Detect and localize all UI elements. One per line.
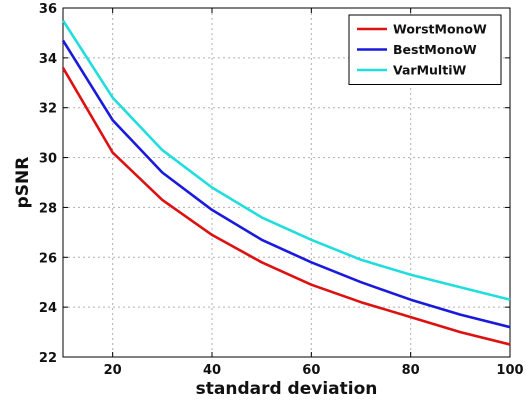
x-axis-label: standard deviation xyxy=(196,379,378,399)
x-tick-label: 20 xyxy=(104,363,122,378)
legend-label: WorstMonoW xyxy=(393,22,487,37)
y-axis-label: pSNR xyxy=(13,157,33,209)
series-line-bestmonow xyxy=(61,39,511,329)
tick-marks xyxy=(63,7,511,358)
x-tick-label: 100 xyxy=(496,363,523,378)
y-tick-label: 36 xyxy=(39,2,57,17)
x-tick-label: 60 xyxy=(302,363,320,378)
y-tick-label: 28 xyxy=(39,201,57,216)
y-tick-labels: 22 24 26 28 30 32 34 36 xyxy=(39,2,57,366)
y-tick-label: 24 xyxy=(39,301,57,316)
x-tick-labels: 20 40 60 80 100 xyxy=(104,363,524,378)
legend-label: BestMonoW xyxy=(393,42,477,57)
y-tick-label: 32 xyxy=(39,102,57,117)
plot-frame xyxy=(62,7,511,358)
legend-label: VarMultiW xyxy=(393,63,466,78)
legend: WorstMonoW BestMonoW VarMultiW xyxy=(348,14,502,85)
y-tick-label: 34 xyxy=(39,52,57,67)
x-tick-label: 40 xyxy=(203,363,221,378)
x-tick-label: 80 xyxy=(402,363,420,378)
y-tick-label: 22 xyxy=(39,351,57,366)
series-line-varmultiw xyxy=(61,19,511,301)
series-line-worstmonow xyxy=(61,67,511,346)
y-tick-label: 26 xyxy=(39,251,57,266)
y-tick-label: 30 xyxy=(39,152,57,167)
series-lines xyxy=(61,19,511,346)
